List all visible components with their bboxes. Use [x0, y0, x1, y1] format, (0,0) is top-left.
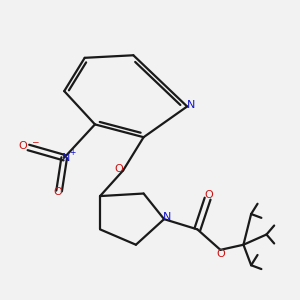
Text: +: +	[69, 148, 75, 157]
Text: N: N	[62, 153, 71, 163]
Text: O: O	[53, 187, 62, 197]
Text: O: O	[114, 164, 123, 174]
Text: O: O	[217, 250, 226, 260]
Text: N: N	[187, 100, 196, 110]
Text: −: −	[31, 137, 38, 146]
Text: N: N	[163, 212, 171, 222]
Text: O: O	[205, 190, 213, 200]
Text: O: O	[18, 141, 27, 151]
